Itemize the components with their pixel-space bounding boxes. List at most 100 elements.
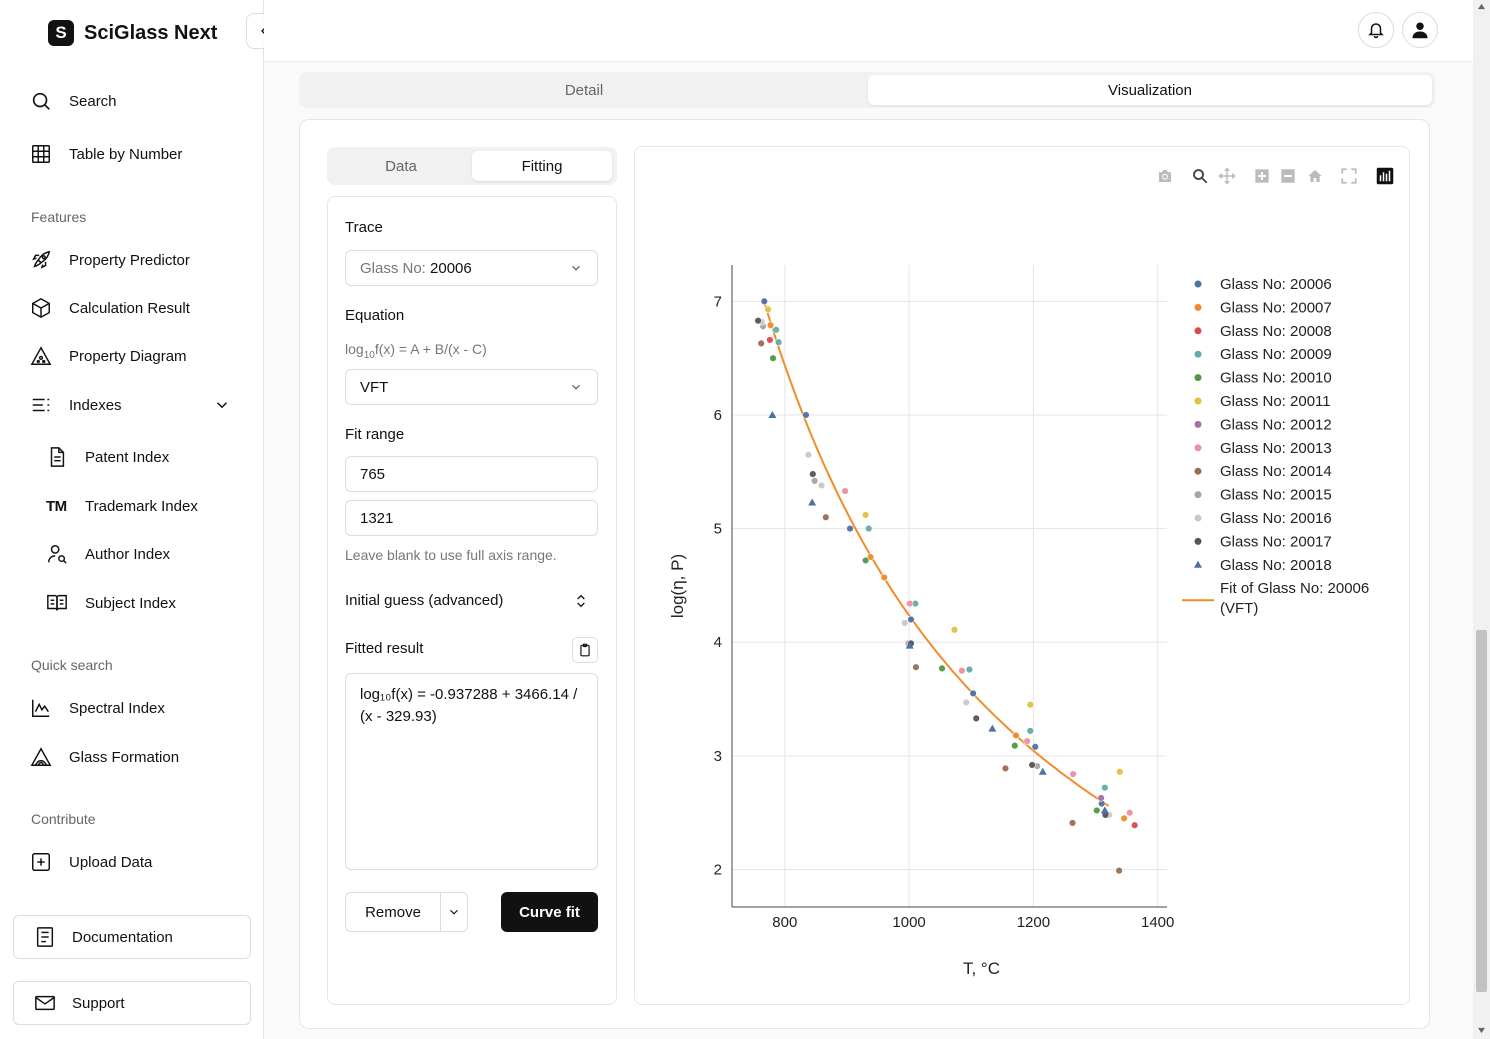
data-point (768, 410, 777, 418)
nav-trademark-index[interactable]: TM Trademark Index (46, 493, 198, 519)
app-name: SciGlass Next (84, 21, 218, 44)
equation-select-value: VFT (360, 378, 389, 396)
bell-icon (1368, 23, 1384, 39)
support-button[interactable]: Support (13, 981, 251, 1025)
scroll-down-icon[interactable] (1477, 1027, 1486, 1034)
fitted-result-textarea[interactable]: log₁₀f(x) = -0.937288 + 3466.14 / (x - 3… (345, 673, 598, 870)
legend-marker (1194, 467, 1202, 475)
zoom-in-icon[interactable] (1251, 165, 1273, 187)
nav-search-label: Search (69, 92, 117, 110)
book-icon (47, 594, 67, 611)
chevron-down-icon[interactable] (213, 396, 231, 414)
nav-spectral-index-label: Spectral Index (69, 699, 165, 717)
documentation-button[interactable]: Documentation (13, 915, 251, 959)
scroll-up-icon[interactable] (1477, 3, 1486, 10)
trademark-icon: TM (46, 497, 67, 515)
fit-range-min-input[interactable] (345, 456, 598, 492)
data-point (1068, 819, 1077, 827)
nav-calculation-result[interactable]: Calculation Result (30, 295, 190, 321)
glass-triangle-icon (30, 747, 52, 766)
nav-author-index[interactable]: Author Index (46, 541, 170, 567)
data-point (766, 321, 775, 329)
app-logo: S (48, 20, 74, 46)
document-icon (50, 447, 65, 467)
remove-button[interactable]: Remove (345, 892, 441, 932)
data-point (1038, 767, 1047, 775)
x-axis-label: T, °C (963, 959, 1000, 978)
trace-label: Trace (345, 219, 383, 236)
data-point (757, 339, 765, 348)
nav-glass-formation[interactable]: Glass Formation (30, 744, 179, 770)
chevron-down-icon (450, 909, 458, 915)
data-point (861, 556, 870, 565)
tab-visualization[interactable]: Visualization (868, 75, 1432, 105)
legend-marker (1194, 350, 1202, 358)
plot-logo-icon[interactable] (1374, 165, 1396, 187)
legend-entry: Glass No: 20006 (1220, 276, 1332, 293)
legend-entry: Glass No: 20007 (1220, 299, 1332, 316)
nav-table-by-number-label: Table by Number (69, 145, 183, 163)
line-chart-icon (32, 699, 50, 717)
copy-result-button[interactable] (572, 637, 598, 663)
user-search-icon (48, 545, 67, 564)
page-scrollbar[interactable] (1473, 0, 1490, 1039)
fullscreen-icon[interactable] (1338, 165, 1360, 187)
nav-property-diagram[interactable]: Property Diagram (30, 343, 187, 369)
data-point (880, 573, 888, 582)
tab-data[interactable]: Data (385, 157, 417, 175)
topbar (264, 0, 1473, 62)
nav-glass-formation-label: Glass Formation (69, 748, 180, 766)
account-button[interactable] (1402, 12, 1438, 48)
data-point (1130, 821, 1139, 829)
data-point (1120, 814, 1128, 823)
remove-options-button[interactable] (440, 892, 468, 932)
nav-upload-data[interactable]: Upload Data (30, 849, 152, 875)
section-quick-search: Quick search (31, 657, 113, 673)
chevron-up-down-icon[interactable] (573, 593, 589, 609)
clipboard-icon (580, 643, 590, 657)
x-tick-label: 1000 (892, 914, 925, 931)
legend-fit-entry-method: (VFT) (1220, 600, 1258, 617)
data-point (1031, 743, 1039, 751)
tab-fitting[interactable]: Fitting (472, 151, 612, 181)
notifications-button[interactable] (1358, 12, 1394, 48)
pan-icon[interactable] (1216, 165, 1238, 187)
fit-range-max-input[interactable] (345, 500, 598, 536)
data-point (1115, 866, 1123, 875)
data-point (754, 316, 762, 325)
legend-marker (1194, 397, 1202, 405)
trace-select[interactable]: Glass No: 20006 (345, 250, 598, 286)
data-point (938, 664, 946, 673)
initial-guess-toggle[interactable]: Initial guess (advanced) (345, 592, 504, 609)
legend-entry: Glass No: 20014 (1220, 463, 1332, 480)
nav-indexes[interactable]: Indexes (30, 392, 122, 418)
scrollbar-thumb[interactable] (1476, 630, 1487, 992)
viscosity-chart[interactable]: 800 1000 1200 1400 2 3 4 5 6 7 T, °C log(η, P) Glass… (635, 147, 1411, 1006)
nav-patent-index[interactable]: Patent Index (46, 444, 169, 470)
nav-author-index-label: Author Index (85, 545, 171, 563)
list-icon (32, 398, 50, 412)
home-icon[interactable] (1304, 165, 1326, 187)
legend-entry: Glass No: 20015 (1220, 487, 1332, 504)
equation-select[interactable]: VFT (345, 369, 598, 405)
data-point (1101, 783, 1109, 792)
nav-property-predictor[interactable]: Property Predictor (30, 247, 190, 273)
user-icon (1412, 22, 1428, 39)
y-axis-label: log(η, P) (668, 554, 687, 618)
nav-search[interactable]: Search (30, 88, 117, 114)
fitting-panel: Trace Glass No: 20006 Equation log10f(x)… (327, 196, 617, 1005)
legend-entry: Glass No: 20010 (1220, 370, 1332, 387)
zoom-out-icon[interactable] (1277, 165, 1299, 187)
data-point (760, 297, 769, 306)
nav-spectral-index[interactable]: Spectral Index (30, 695, 165, 721)
legend-marker (1194, 280, 1202, 288)
brand[interactable]: S SciGlass Next (48, 20, 217, 46)
zoom-icon[interactable] (1189, 165, 1211, 187)
curve-fit-button[interactable]: Curve fit (501, 892, 598, 932)
tab-detail[interactable]: Detail (564, 81, 604, 99)
nav-table-by-number[interactable]: Table by Number (30, 141, 182, 167)
camera-icon[interactable] (1154, 165, 1176, 187)
data-point (972, 714, 980, 723)
nav-subject-index[interactable]: Subject Index (46, 590, 176, 616)
data-point (965, 665, 974, 674)
